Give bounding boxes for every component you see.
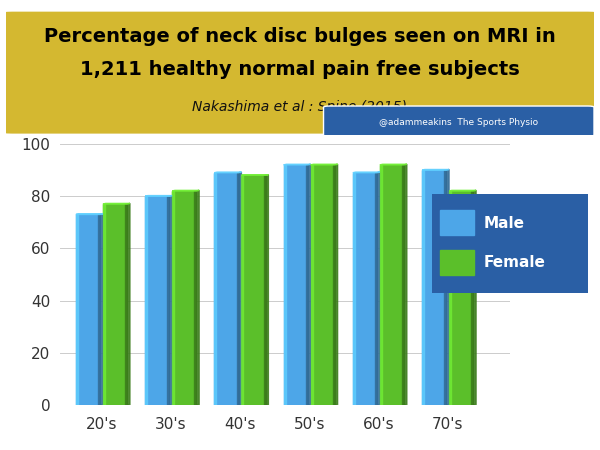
Bar: [375, 173, 377, 405]
Polygon shape: [196, 190, 199, 405]
Bar: [449, 191, 473, 405]
Polygon shape: [239, 172, 241, 405]
Bar: [214, 173, 239, 405]
FancyBboxPatch shape: [323, 106, 594, 136]
Text: Female: Female: [484, 255, 545, 270]
Bar: [311, 165, 313, 405]
Bar: [472, 191, 473, 405]
Polygon shape: [172, 190, 199, 191]
Polygon shape: [473, 190, 476, 405]
Bar: [449, 191, 451, 405]
Polygon shape: [103, 203, 130, 204]
Polygon shape: [284, 164, 311, 165]
Bar: [172, 191, 196, 405]
Polygon shape: [335, 164, 338, 405]
Text: Nakashima et al : Spine (2015): Nakashima et al : Spine (2015): [193, 100, 407, 114]
Bar: [284, 165, 286, 405]
Polygon shape: [311, 164, 338, 165]
Polygon shape: [266, 175, 268, 405]
Bar: [103, 204, 127, 405]
Bar: [214, 173, 217, 405]
Bar: [167, 196, 169, 405]
Bar: [380, 165, 404, 405]
Polygon shape: [214, 172, 241, 173]
Bar: [353, 173, 355, 405]
Polygon shape: [449, 190, 476, 191]
Bar: [241, 176, 244, 405]
Bar: [284, 165, 308, 405]
Text: @adammeakins  The Sports Physio: @adammeakins The Sports Physio: [379, 118, 538, 127]
Polygon shape: [169, 196, 172, 405]
Bar: [333, 165, 335, 405]
Bar: [353, 173, 377, 405]
Polygon shape: [100, 214, 103, 405]
Bar: [311, 165, 335, 405]
Bar: [76, 215, 100, 405]
Bar: [103, 204, 105, 405]
Polygon shape: [404, 164, 407, 405]
Polygon shape: [76, 214, 103, 215]
Bar: [145, 196, 169, 405]
Bar: [236, 173, 239, 405]
Polygon shape: [377, 172, 380, 405]
FancyBboxPatch shape: [0, 10, 600, 135]
FancyBboxPatch shape: [427, 190, 593, 296]
Bar: [422, 170, 424, 405]
Bar: [402, 165, 404, 405]
Bar: [263, 176, 266, 405]
Polygon shape: [353, 172, 380, 173]
Bar: [440, 250, 474, 274]
Text: 1,211 healthy normal pain free subjects: 1,211 healthy normal pain free subjects: [80, 60, 520, 79]
Bar: [98, 215, 100, 405]
Bar: [194, 191, 196, 405]
Polygon shape: [127, 203, 130, 405]
Polygon shape: [241, 175, 268, 176]
Bar: [445, 170, 446, 405]
Polygon shape: [446, 170, 449, 405]
Bar: [380, 165, 382, 405]
Bar: [440, 210, 474, 235]
Text: Percentage of neck disc bulges seen on MRI in: Percentage of neck disc bulges seen on M…: [44, 27, 556, 46]
Polygon shape: [308, 164, 311, 405]
Bar: [306, 165, 308, 405]
Bar: [125, 204, 127, 405]
Text: Male: Male: [484, 216, 524, 231]
Bar: [422, 170, 446, 405]
Bar: [172, 191, 174, 405]
Polygon shape: [380, 164, 407, 165]
Bar: [76, 215, 78, 405]
Bar: [241, 176, 266, 405]
Bar: [145, 196, 147, 405]
